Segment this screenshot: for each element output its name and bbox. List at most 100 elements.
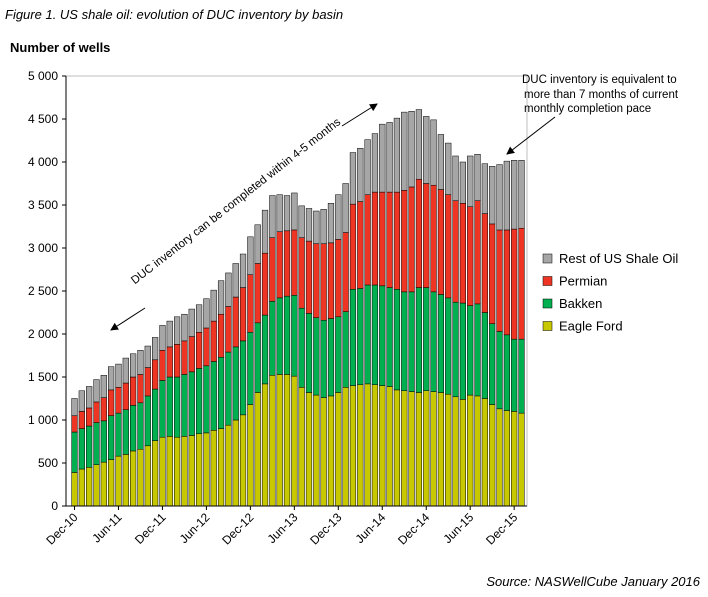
- x-tick-label-Dec-11: Dec-11: [132, 510, 169, 547]
- y-axis-label: Number of wells: [10, 40, 110, 55]
- bar-rest-of-us-shale-oil-20: [217, 280, 225, 315]
- bar-eagle-ford-11: [152, 440, 159, 507]
- bar-permian-24: [247, 274, 254, 333]
- bar-bakken-41: [371, 284, 379, 385]
- bar-permian-29: [283, 230, 291, 297]
- bar-rest-of-us-shale-oil-53: [459, 161, 466, 204]
- bar-eagle-ford-50: [437, 392, 445, 507]
- bar-bakken-13: [166, 376, 173, 437]
- bar-eagle-ford-55: [474, 395, 481, 507]
- bar-eagle-ford-44: [393, 389, 401, 507]
- bar-eagle-ford-29: [283, 374, 291, 507]
- bar-permian-50: [437, 189, 445, 295]
- bar-eagle-ford-5: [108, 459, 115, 507]
- bar-rest-of-us-shale-oil-22: [232, 263, 239, 298]
- bar-permian-44: [393, 191, 401, 290]
- legend-swatch-permian: [542, 276, 553, 286]
- legend: Rest of US Shale Oil Permian Bakken Eagle F…: [542, 251, 678, 334]
- bar-rest-of-us-shale-oil-45: [401, 111, 408, 191]
- bar-bakken-23: [239, 340, 247, 416]
- bar-permian-9: [137, 374, 144, 404]
- bar-eagle-ford-21: [225, 424, 232, 507]
- bar-rest-of-us-shale-oil-16: [188, 308, 195, 337]
- y-tick-label-1500: 1 500: [28, 370, 58, 384]
- bar-rest-of-us-shale-oil-38: [349, 152, 357, 205]
- bar-bakken-21: [225, 351, 232, 426]
- bar-rest-of-us-shale-oil-36: [335, 194, 342, 240]
- bar-permian-40: [364, 194, 371, 286]
- bar-permian-37: [342, 232, 349, 312]
- bar-eagle-ford-45: [401, 390, 408, 507]
- bar-bakken-18: [203, 365, 210, 434]
- legend-label-eagle-ford: Eagle Ford: [559, 319, 623, 334]
- bar-eagle-ford-37: [342, 387, 349, 507]
- bar-bakken-3: [93, 422, 100, 465]
- bar-permian-12: [159, 350, 166, 381]
- bar-rest-of-us-shale-oil-10: [144, 345, 151, 368]
- bar-eagle-ford-17: [195, 433, 203, 507]
- bar-eagle-ford-36: [335, 392, 342, 507]
- callout-line-2: more than 7 months of current: [524, 89, 679, 101]
- bar-bakken-33: [313, 317, 320, 396]
- callout-line-3: monthly completion pace: [524, 103, 651, 115]
- bar-rest-of-us-shale-oil-42: [379, 123, 386, 193]
- bar-bakken-6: [115, 412, 122, 457]
- bar-bakken-48: [423, 287, 430, 392]
- bar-rest-of-us-shale-oil-47: [415, 109, 423, 180]
- diagonal-arrow-upper: [341, 103, 378, 127]
- bar-bakken-24: [247, 332, 254, 405]
- legend-label-rest-of-us-shale-oil: Rest of US Shale Oil: [559, 251, 678, 266]
- bar-permian-34: [320, 243, 327, 321]
- bar-rest-of-us-shale-oil-51: [445, 142, 452, 195]
- x-tick-label-Dec-10: Dec-10: [43, 510, 80, 547]
- bar-bakken-37: [342, 311, 349, 388]
- bar-bakken-34: [320, 319, 327, 398]
- bar-eagle-ford-59: [503, 410, 510, 507]
- bar-permian-33: [313, 243, 320, 318]
- y-tick-label-0: 0: [51, 499, 58, 513]
- bar-eagle-ford-2: [86, 467, 93, 507]
- bar-permian-7: [122, 382, 129, 410]
- bar-rest-of-us-shale-oil-41: [371, 133, 379, 193]
- y-tick-label-2000: 2 000: [28, 327, 58, 341]
- bar-bakken-52: [452, 301, 459, 398]
- legend-swatch-eagle-ford: [542, 321, 553, 331]
- bar-permian-31: [298, 237, 305, 309]
- bar-permian-27: [269, 237, 276, 302]
- bar-eagle-ford-60: [511, 411, 518, 507]
- bar-bakken-10: [144, 395, 151, 447]
- bar-rest-of-us-shale-oil-44: [393, 117, 401, 193]
- bar-permian-6: [115, 387, 122, 414]
- bar-permian-1: [78, 411, 85, 429]
- bar-eagle-ford-38: [349, 385, 357, 507]
- bar-permian-60: [511, 228, 518, 340]
- bar-permian-5: [108, 389, 115, 416]
- bar-eagle-ford-48: [423, 390, 430, 507]
- bar-bakken-53: [459, 302, 466, 400]
- bar-rest-of-us-shale-oil-32: [305, 208, 313, 242]
- x-tick-label-Jun-13: Jun-13: [265, 510, 301, 546]
- legend-label-bakken: Bakken: [559, 296, 602, 311]
- bar-bakken-28: [276, 297, 283, 375]
- bar-rest-of-us-shale-oil-34: [320, 209, 327, 244]
- bar-rest-of-us-shale-oil-19: [210, 289, 217, 322]
- bar-rest-of-us-shale-oil-24: [247, 236, 254, 275]
- bar-eagle-ford-34: [320, 397, 327, 507]
- bar-permian-52: [452, 200, 459, 303]
- legend-label-permian: Permian: [559, 274, 607, 289]
- x-tick-label-Dec-12: Dec-12: [219, 510, 256, 547]
- legend-swatch-rest-of-us-shale-oil: [542, 253, 553, 264]
- callout-line-1: DUC inventory is equivalent to: [522, 74, 677, 86]
- bar-permian-16: [188, 336, 195, 373]
- bar-eagle-ford-49: [430, 391, 437, 507]
- bar-bakken-19: [210, 361, 217, 431]
- bar-bakken-59: [503, 334, 510, 411]
- bar-bakken-35: [327, 318, 335, 397]
- bar-permian-38: [349, 203, 357, 290]
- y-tick-label-3500: 3 500: [28, 198, 58, 212]
- bar-rest-of-us-shale-oil-23: [239, 253, 247, 288]
- bar-eagle-ford-41: [371, 384, 379, 507]
- bar-bakken-57: [489, 323, 496, 405]
- bar-eagle-ford-4: [100, 461, 107, 507]
- bar-bakken-45: [401, 291, 408, 392]
